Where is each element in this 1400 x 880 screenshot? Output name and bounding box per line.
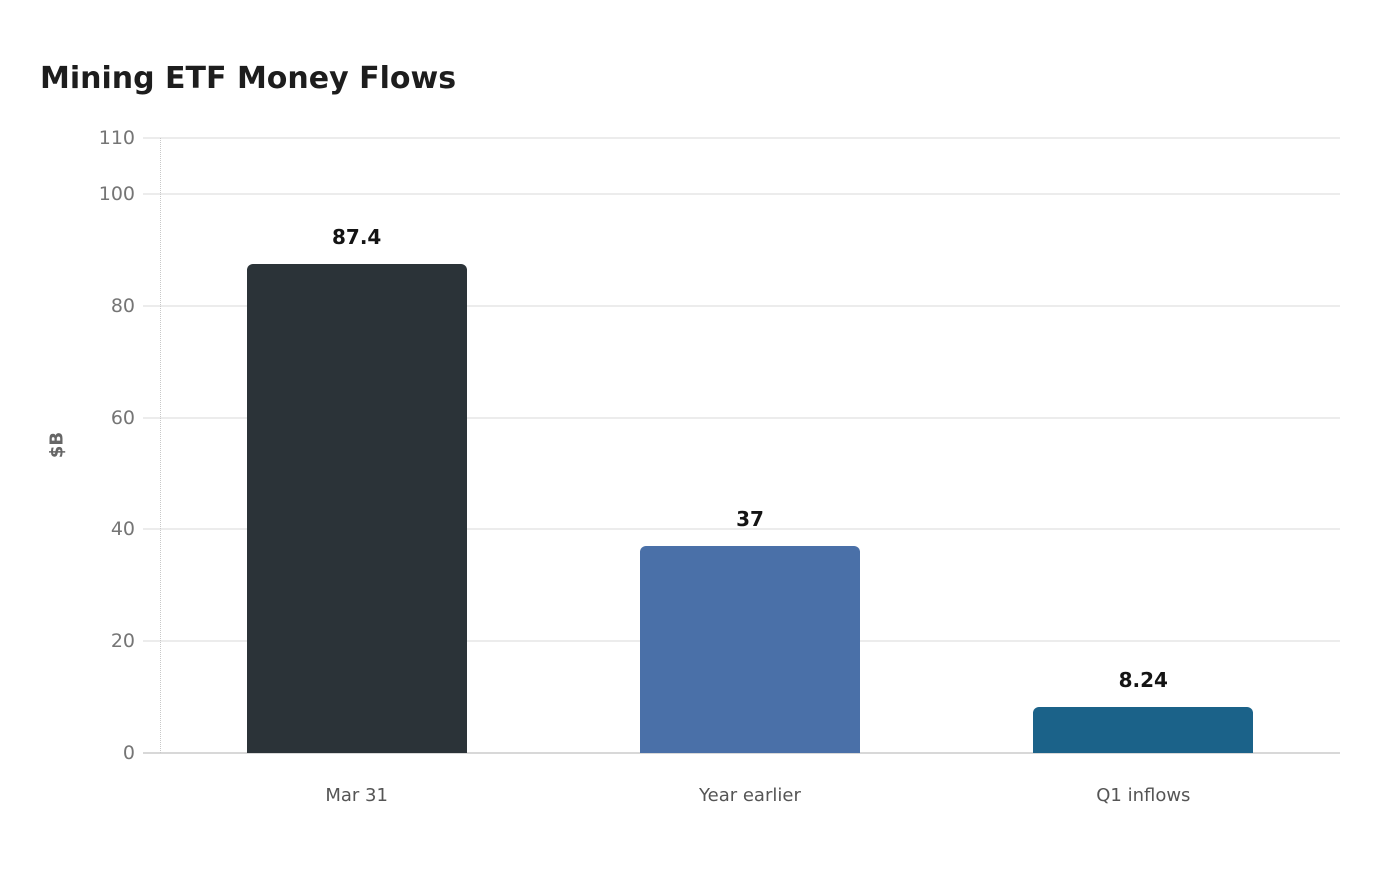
bar-mar-31	[246, 264, 467, 753]
y-tick-label: 20	[110, 630, 135, 653]
x-tick-label: Mar 31	[325, 785, 388, 806]
y-tick-label: 40	[110, 518, 135, 541]
bar-value-label: 8.24	[1118, 667, 1168, 692]
x-tick-label: Year earlier	[699, 785, 801, 806]
chart-title: Mining ETF Money Flows	[40, 61, 457, 96]
bar-year-earlier	[640, 546, 860, 753]
bar-value-label: 37	[736, 507, 764, 532]
gridline	[143, 528, 1340, 531]
y-tick-label: 0	[122, 742, 135, 764]
gridline	[143, 304, 1340, 307]
bar-value-label: 87.4	[332, 225, 382, 250]
y-axis-line	[160, 138, 161, 753]
y-tick-label: 80	[110, 294, 135, 317]
y-tick-label: 60	[110, 406, 135, 429]
y-tick-label: 110	[98, 127, 135, 149]
gridline	[143, 137, 1340, 139]
bar-q1-inflows	[1033, 706, 1254, 753]
y-axis-title: $B	[46, 431, 68, 459]
gridline	[143, 192, 1340, 195]
x-tick-label: Q1 inflows	[1096, 785, 1191, 806]
x-axis-baseline	[143, 752, 1340, 754]
gridline	[143, 416, 1340, 419]
y-tick-label: 100	[98, 182, 135, 205]
